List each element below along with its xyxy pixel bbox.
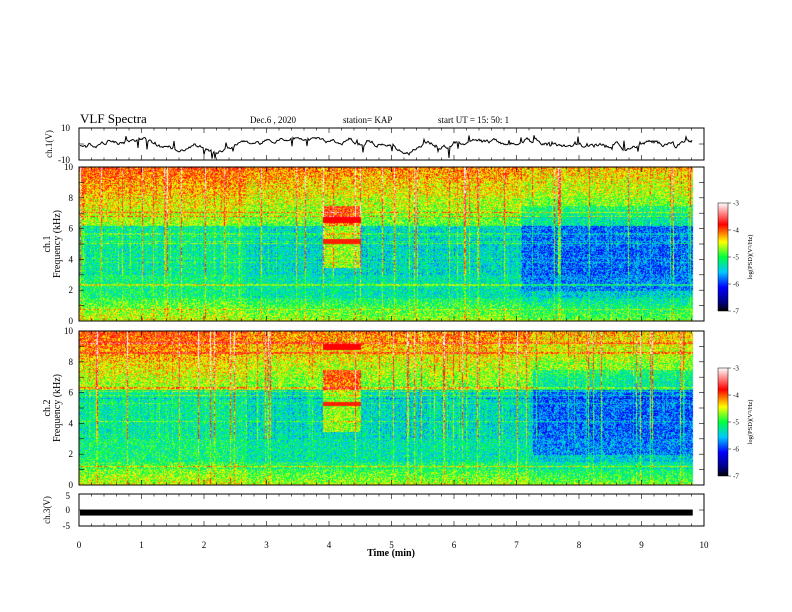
- ch2-colorbar-gradient: [717, 367, 729, 477]
- ch1-colorbar-label: log(PSD)(V²/Hz): [747, 235, 754, 280]
- figure-title: VLF Spectra: [80, 111, 147, 126]
- ch1-colorbar-tick-label: -4: [733, 227, 739, 235]
- ch2-spectrogram-ytick-label: 4: [69, 418, 74, 428]
- ch2-spectrogram-ytick-label: 2: [69, 449, 74, 459]
- ch3-waveform-ticks: [78, 493, 705, 527]
- ch1-waveform-ylabel: ch.1(V): [44, 130, 54, 158]
- ch1-colorbar-tick-label: -7: [733, 308, 739, 316]
- time-axis-tick-label: 9: [639, 540, 644, 550]
- ch1-colorbar: -3 -4 -5 -6 -7 log(PSD)(V²/Hz): [717, 200, 754, 316]
- time-axis-tick-label: 2: [202, 540, 207, 550]
- ch2-spectrogram-panel: 0 2 4 6 8 10 ch.2 Frequency (kHz): [42, 326, 705, 490]
- ch2-colorbar-tick-label: -5: [733, 419, 739, 427]
- ch2-spectrogram-ytick-label: 0: [69, 480, 74, 490]
- ch1-spectrogram-ytick-label: 6: [69, 224, 74, 234]
- ch1-spectrogram-ytick-label: 8: [69, 193, 74, 203]
- ch1-colorbar-tick-label: -5: [733, 254, 739, 262]
- ch2-colorbar-tick-label: -4: [733, 392, 739, 400]
- ch2-spectrogram-ytick-label: 8: [69, 357, 74, 367]
- ch2-colorbar-label: log(PSD)(V²/Hz): [747, 400, 754, 445]
- ch1-colorbar-tick-label: -6: [733, 281, 739, 289]
- ch1-colorbar-gradient: [717, 202, 729, 312]
- ch2-spectrogram-ticks: [78, 330, 705, 486]
- ch1-spectrogram-ytick-labels: 0 2 4 6 8 10: [64, 162, 74, 326]
- ch1-spectrogram-image: [79, 167, 704, 321]
- station-label: station= KAP: [343, 115, 392, 125]
- start-ut-label: start UT = 15: 50: 1: [438, 115, 509, 125]
- ch2-colorbar-tick-label: -3: [733, 365, 739, 373]
- ch1-spectrogram-ylabel: Frequency (kHz): [52, 210, 63, 278]
- time-axis-tick-labels: 0 1 2 3 4 5 6 7 8 9 10: [77, 540, 709, 550]
- ch3-waveform-ytick-mid: 0: [66, 505, 71, 515]
- ch2-spectrogram-ytick-labels: 0 2 4 6 8 10: [64, 326, 74, 490]
- time-axis-tick-label: 5: [389, 540, 394, 550]
- ch1-spectrogram-channel-label: ch.1: [42, 236, 53, 253]
- time-axis-tick-label: 7: [514, 540, 519, 550]
- ch1-spectrogram-ticks: [78, 166, 705, 322]
- ch1-waveform-ytick-top: 10: [61, 123, 71, 133]
- ch1-spectrogram-ytick-label: 10: [64, 162, 74, 172]
- ch1-spectrogram-ytick-label: 0: [69, 316, 74, 326]
- time-axis-tick-label: 3: [264, 540, 269, 550]
- time-axis-label: Time (min): [367, 548, 415, 559]
- ch1-waveform-ytick-bottom: -10: [58, 155, 70, 165]
- ch2-spectrogram-ytick-label: 6: [69, 388, 74, 398]
- ch1-colorbar-tick-labels: -3 -4 -5 -6 -7: [728, 200, 739, 316]
- ch1-waveform-panel: 10 -10 ch.1(V): [44, 123, 705, 165]
- time-axis-tick-label: 6: [452, 540, 457, 550]
- time-axis-tick-label: 1: [139, 540, 144, 550]
- ch1-spectrogram-ytick-label: 2: [69, 285, 74, 295]
- ch2-spectrogram-image: [79, 331, 704, 485]
- ch2-spectrogram-ytick-label: 10: [64, 326, 74, 336]
- ch2-spectrogram-ylabel: Frequency (kHz): [52, 374, 63, 442]
- ch1-spectrogram-ytick-label: 4: [69, 254, 74, 264]
- ch2-colorbar: -3 -4 -5 -6 -7 log(PSD)(V²/Hz): [717, 365, 754, 481]
- time-axis-tick-label: 0: [77, 540, 82, 550]
- ch2-colorbar-tick-labels: -3 -4 -5 -6 -7: [728, 365, 739, 481]
- time-axis-tick-label: 4: [327, 540, 332, 550]
- ch3-waveform-ytick-top: 5: [66, 491, 71, 501]
- ch3-waveform-ylabel: ch.3(V): [42, 496, 52, 524]
- ch3-waveform-trace: [80, 509, 693, 516]
- ch3-waveform-ytick-bottom: -5: [63, 521, 71, 531]
- ch2-spectrogram-channel-label: ch.2: [42, 400, 53, 417]
- ch1-colorbar-tick-label: -3: [733, 200, 739, 208]
- ch1-waveform-ticks: [78, 127, 705, 161]
- ch1-waveform-trace: [79, 134, 693, 159]
- ch3-waveform-panel: 5 0 -5 ch.3(V): [42, 491, 705, 531]
- ch1-spectrogram-panel: 0 2 4 6 8 10 ch.1 Frequency (kHz): [42, 162, 705, 326]
- ch2-colorbar-tick-label: -7: [733, 473, 739, 481]
- time-axis-tick-label: 10: [700, 540, 710, 550]
- recording-date: Dec.6 , 2020: [250, 115, 296, 125]
- time-axis-tick-label: 8: [577, 540, 582, 550]
- ch2-colorbar-tick-label: -6: [733, 446, 739, 454]
